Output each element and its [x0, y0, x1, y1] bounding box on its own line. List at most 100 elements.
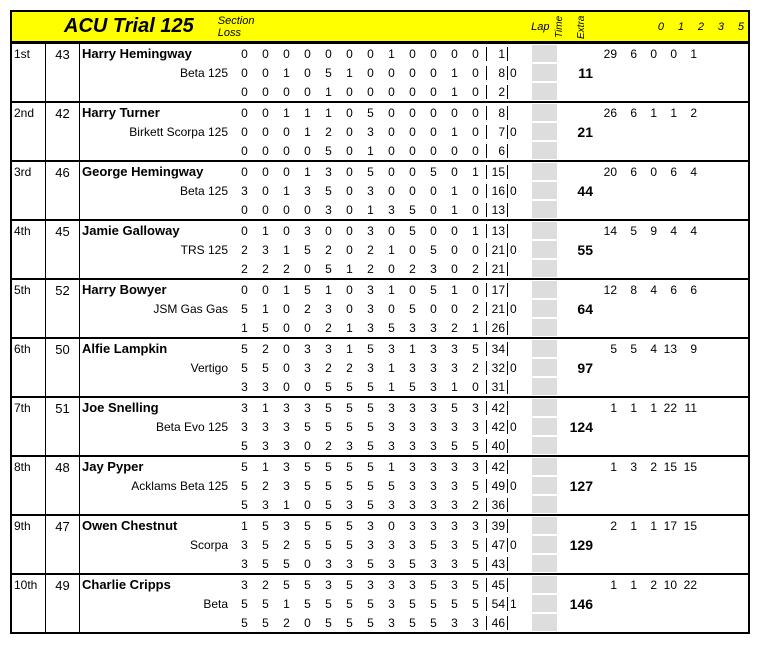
score-cell: 0 [297, 66, 318, 80]
rider-block: 2nd42Harry Turner0011105000008266112Birk… [12, 101, 748, 160]
section-scores: 531053533332 [234, 498, 486, 512]
score-cell: 3 [276, 439, 297, 453]
dist-val: 6 [657, 165, 677, 179]
score-cell: 1 [381, 283, 402, 297]
dist-val: 1 [637, 519, 657, 533]
score-cell: 5 [423, 616, 444, 630]
rider-block: 4th45Jamie Galloway01030030500113145944T… [12, 219, 748, 278]
score-cell: 5 [255, 519, 276, 533]
dist-val: 6 [617, 165, 637, 179]
extra-cell [532, 142, 557, 159]
score-cell: 0 [402, 85, 423, 99]
score-cell: 0 [234, 85, 255, 99]
score-cell: 0 [276, 47, 297, 61]
position: 10th [12, 575, 46, 632]
score-cell: 1 [297, 106, 318, 120]
score-cell: 0 [423, 144, 444, 158]
dist-val: 22 [677, 578, 697, 592]
bike-name: Scorpa [80, 538, 234, 552]
score-cell: 0 [276, 321, 297, 335]
score-cell: 0 [234, 283, 255, 297]
score-cell: 1 [381, 243, 402, 257]
score-cell: 1 [339, 342, 360, 356]
dist-val: 2 [637, 460, 657, 474]
rider-number: 43 [46, 44, 80, 101]
extra-cell [532, 83, 557, 100]
time-header: Time [554, 14, 576, 40]
rider-name: Owen Chestnut [80, 518, 234, 533]
score-cell: 0 [276, 302, 297, 316]
score-cell: 1 [444, 85, 465, 99]
section-scores: 000120300010 [234, 125, 486, 139]
lap-row: Scorpa352555333535470129 [80, 535, 748, 554]
score-cell: 0 [423, 224, 444, 238]
score-cell: 3 [402, 361, 423, 375]
distribution: 2111715 [597, 519, 699, 533]
score-cell: 0 [402, 47, 423, 61]
rider-name: Harry Turner [80, 105, 234, 120]
extra-cell [532, 536, 557, 553]
score-cell: 5 [381, 479, 402, 493]
lap-total: 45 [486, 578, 508, 592]
score-cell: 0 [381, 165, 402, 179]
score-cell: 0 [423, 184, 444, 198]
score-cell: 3 [423, 479, 444, 493]
score-cell: 0 [423, 106, 444, 120]
score-cell: 3 [444, 557, 465, 571]
lap-row: 22205120230221 [80, 259, 748, 278]
bike-name: JSM Gas Gas [80, 302, 234, 316]
rider-main: Jay Pyper513555513333421321515Acklams Be… [80, 457, 748, 514]
section-scores: 000030135010 [234, 203, 486, 217]
score-cell: 0 [255, 106, 276, 120]
position: 7th [12, 398, 46, 455]
score-cell: 5 [339, 460, 360, 474]
score-cell: 5 [402, 302, 423, 316]
section-scores: 333555533333 [234, 420, 486, 434]
score-cell: 3 [381, 498, 402, 512]
lap-row: Alfie Lampkin52033153133534554139 [80, 339, 748, 358]
event-title: ACU Trial 125 [64, 15, 218, 38]
dist-val: 14 [597, 224, 617, 238]
score-cell: 0 [381, 519, 402, 533]
lap-total: 16 [486, 184, 508, 198]
lap-total: 13 [486, 224, 508, 238]
score-cell: 3 [297, 342, 318, 356]
position: 8th [12, 457, 46, 514]
score-cell: 5 [276, 578, 297, 592]
score-cell: 0 [297, 144, 318, 158]
score-cell: 0 [444, 224, 465, 238]
score-cell: 3 [381, 597, 402, 611]
score-cell: 0 [465, 66, 486, 80]
extra-cell [532, 595, 557, 612]
score-cell: 3 [318, 578, 339, 592]
dist-val: 5 [617, 224, 637, 238]
score-cell: 0 [465, 380, 486, 394]
score-cell: 3 [402, 519, 423, 533]
score-cell: 1 [255, 460, 276, 474]
lap-row: Joe Snelling313355533353421112211 [80, 398, 748, 417]
score-cell: 3 [402, 321, 423, 335]
section-scores: 313355533353 [234, 401, 486, 415]
extra-cell [532, 104, 557, 121]
score-cell: 3 [339, 557, 360, 571]
extra-cell [532, 517, 557, 534]
score-cell: 1 [465, 321, 486, 335]
dist-val: 1 [617, 519, 637, 533]
time-cell: 1 [508, 597, 530, 611]
dist-val: 6 [617, 47, 637, 61]
score-cell: 0 [402, 283, 423, 297]
rider-main: Alfie Lampkin52033153133534554139Vertigo… [80, 339, 748, 396]
score-cell: 0 [444, 243, 465, 257]
blank [80, 143, 234, 158]
lap-total: 8 [486, 66, 508, 80]
score-cell: 3 [276, 401, 297, 415]
score-cell: 3 [444, 479, 465, 493]
extra-cell [532, 281, 557, 298]
rider-main: Charlie Cripps325535333535451121022Beta5… [80, 575, 748, 632]
score-cell: 5 [318, 538, 339, 552]
lap-row: 00003013501013 [80, 200, 748, 219]
rider-block: 3rd46George Hemingway0001305005011520606… [12, 160, 748, 219]
dist-val: 1 [617, 578, 637, 592]
extra-cell [532, 496, 557, 513]
rider-main: Harry Bowyer00151031051017128466JSM Gas … [80, 280, 748, 337]
